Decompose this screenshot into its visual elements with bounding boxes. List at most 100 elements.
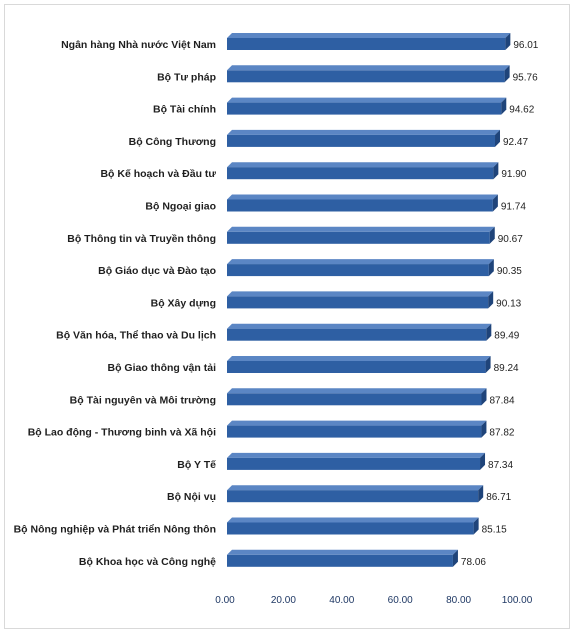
bar-front-face (227, 264, 489, 277)
bar (227, 33, 511, 50)
category-label: Bộ Tài nguyên và Môi trường (70, 394, 216, 406)
bar (227, 162, 499, 180)
bar-side-face (488, 291, 494, 309)
value-label: 96.01 (513, 40, 538, 51)
bar-side-face (501, 97, 507, 115)
category-label: Ngân hàng Nhà nước Việt Nam (61, 39, 216, 51)
bar-front-face (227, 296, 489, 309)
bar (227, 549, 458, 567)
bar (227, 323, 492, 341)
bar-front-face (227, 457, 481, 470)
category-label: Bộ Ngoại giao (145, 201, 216, 213)
category-label: Bộ Tài chính (153, 104, 216, 116)
bar-top-face (227, 33, 511, 38)
bar (227, 194, 498, 212)
bar-front-face (227, 38, 506, 50)
bar-top-face (227, 291, 494, 297)
bar-front-face (227, 134, 496, 147)
bar-side-face (493, 162, 499, 180)
bar-front-face (227, 425, 482, 438)
bar-top-face (227, 129, 501, 135)
bar (227, 259, 494, 277)
x-tick-label: 20.00 (271, 595, 296, 606)
bar-top-face (227, 259, 494, 265)
bar-top-face (227, 517, 479, 523)
bar-front-face (227, 361, 486, 373)
category-label: Bộ Giao thông vận tải (107, 362, 216, 374)
bar-side-face (481, 388, 487, 406)
category-label: Bộ Khoa học và Công nghệ (79, 556, 216, 568)
category-label: Bộ Lao động - Thương binh và Xã hội (28, 427, 216, 439)
bar (227, 452, 486, 470)
x-tick-label: 0.00 (215, 595, 235, 606)
labels-layer: Ngân hàng Nhà nước Việt Nam 96.01 Bộ Tư ph… (14, 39, 539, 568)
value-label: 91.90 (501, 169, 526, 180)
bar (227, 65, 510, 83)
category-label: Bộ Thông tin và Truyền thông (67, 233, 216, 245)
value-label: 90.67 (498, 234, 523, 245)
bar-front-face (227, 199, 493, 212)
bar (227, 517, 479, 535)
value-label: 87.34 (488, 460, 513, 471)
value-label: 91.74 (501, 202, 526, 213)
category-label: Bộ Tư pháp (157, 71, 216, 83)
bar-side-face (480, 452, 486, 470)
category-label: Bộ Văn hóa, Thể thao và Du lịch (56, 330, 216, 342)
category-label: Bộ Giáo dục và Đào tạo (98, 265, 216, 277)
value-label: 89.24 (494, 363, 519, 374)
bar-top-face (227, 65, 510, 71)
axis-layer: 0.00 20.00 40.00 60.00 80.00 100.00 (215, 595, 532, 606)
bar-top-face (227, 356, 491, 361)
bar-side-face (473, 517, 479, 535)
value-label: 85.15 (482, 525, 507, 536)
bar-side-face (505, 33, 511, 50)
category-label: Bộ Nông nghiệp và Phát triển Nông thôn (14, 524, 216, 536)
bar-side-face (478, 485, 484, 503)
bar (227, 356, 491, 373)
category-label: Bộ Công Thương (129, 136, 216, 148)
bar-side-face (504, 65, 510, 83)
x-tick-label: 40.00 (329, 595, 354, 606)
value-label: 90.13 (496, 298, 521, 309)
bar-top-face (227, 452, 486, 458)
bar (227, 420, 487, 438)
bar (227, 97, 507, 115)
bar-front-face (227, 328, 487, 341)
bar-front-face (227, 102, 502, 115)
value-label: 95.76 (513, 72, 538, 83)
category-label: Bộ Nội vụ (167, 491, 216, 503)
bar (227, 291, 494, 309)
value-label: 86.71 (486, 492, 511, 503)
bar-side-face (485, 356, 491, 373)
bar-side-face (495, 129, 501, 147)
bar (227, 485, 484, 503)
bar-front-face (227, 231, 490, 244)
bars-layer (227, 33, 511, 567)
category-label: Bộ Y Tế (177, 459, 216, 471)
category-label: Bộ Kế hoạch và Đầu tư (100, 168, 216, 180)
bar-side-face (481, 420, 487, 438)
x-tick-label: 80.00 (446, 595, 471, 606)
bar-front-face (227, 70, 505, 83)
value-label: 90.35 (497, 266, 522, 277)
bar (227, 388, 487, 406)
bar-top-face (227, 485, 484, 491)
value-label: 89.49 (494, 331, 519, 342)
bar-top-face (227, 226, 495, 232)
bar-front-face (227, 393, 482, 406)
value-label: 87.84 (489, 395, 514, 406)
bar-side-face (488, 259, 494, 277)
bar-front-face (227, 167, 494, 180)
bar-front-face (227, 522, 474, 535)
bar-top-face (227, 549, 458, 555)
bar-side-face (452, 549, 458, 567)
value-label: 92.47 (503, 137, 528, 148)
bar-front-face (227, 554, 453, 567)
bar (227, 226, 495, 244)
bar-top-face (227, 97, 507, 103)
value-label: 94.62 (509, 105, 534, 116)
bar (227, 129, 501, 147)
bar-top-face (227, 420, 487, 426)
value-label: 87.82 (489, 428, 514, 439)
